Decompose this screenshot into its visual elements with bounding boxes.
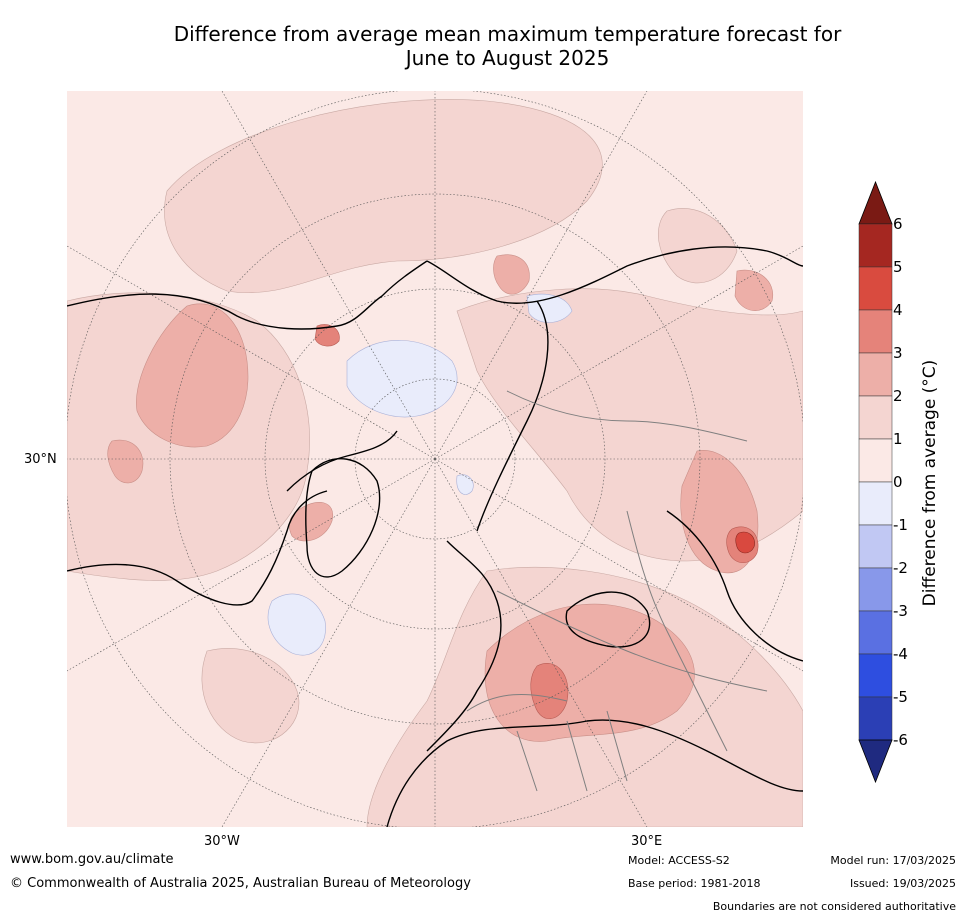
colorbar-segment <box>858 610 893 655</box>
colorbar-tick-label: 1 <box>893 430 903 448</box>
colorbar-over-arrow <box>858 180 893 225</box>
colorbar-tick-label: -4 <box>893 645 908 663</box>
colorbar-segment <box>858 266 893 311</box>
colorbar-tick-label: 5 <box>893 258 903 276</box>
colorbar-under-arrow <box>858 739 893 784</box>
country-boundaries <box>466 390 768 792</box>
colorbar <box>858 180 893 784</box>
map-title: Difference from average mean maximum tem… <box>0 22 965 70</box>
colorbar-segment <box>858 481 893 526</box>
title-line-1: Difference from average mean maximum tem… <box>173 22 842 46</box>
footer-website[interactable]: www.bom.gov.au/climate <box>10 852 174 867</box>
colorbar-segment <box>858 395 893 440</box>
longitude-label-30w: 30°W <box>204 834 240 849</box>
colorbar-title: Difference from average (°C) <box>920 359 940 607</box>
colorbar-tick-label: -1 <box>893 516 908 534</box>
footer-model-run: Model run: 17/03/2025 <box>830 854 956 867</box>
footer-issued: Issued: 19/03/2025 <box>849 877 956 890</box>
anomaly-1-2-regions <box>67 99 803 827</box>
map-graticule <box>67 91 803 827</box>
footer-base-period: Base period: 1981-2018 <box>628 877 761 890</box>
colorbar-segment <box>858 352 893 397</box>
colorbar-segment <box>858 653 893 698</box>
colorbar-segment <box>858 223 893 268</box>
colorbar-tick-label: -6 <box>893 731 908 749</box>
colorbar-tick-label: 3 <box>893 344 903 362</box>
colorbar-tick-label: -5 <box>893 688 908 706</box>
coastlines <box>67 246 803 827</box>
colorbar-tick-label: 2 <box>893 387 903 405</box>
colorbar-segment <box>858 696 893 741</box>
colorbar-segment <box>858 309 893 354</box>
colorbar-segment <box>858 524 893 569</box>
colorbar-tick-label: -3 <box>893 602 908 620</box>
longitude-label-30e: 30°E <box>631 834 663 849</box>
anomaly-3-plus-regions <box>314 324 759 719</box>
anomaly-4-plus-spot <box>735 531 755 554</box>
colorbar-segment <box>858 438 893 483</box>
colorbar-segment <box>858 567 893 612</box>
footer-disclaimer: Boundaries are not considered authoritat… <box>712 900 956 913</box>
latitude-label-30n: 30°N <box>24 452 57 467</box>
colorbar-tick-label: 0 <box>893 473 903 491</box>
title-line-2: June to August 2025 <box>405 46 610 70</box>
colorbar-tick-label: 4 <box>893 301 903 319</box>
colorbar-tick-label: 6 <box>893 215 903 233</box>
footer-model: Model: ACCESS-S2 <box>628 854 730 867</box>
temperature-anomaly-map <box>67 91 803 827</box>
colorbar-tick-label: -2 <box>893 559 908 577</box>
footer-copyright: © Commonwealth of Australia 2025, Austra… <box>10 876 471 891</box>
anomaly-below-zero-regions <box>267 293 573 656</box>
